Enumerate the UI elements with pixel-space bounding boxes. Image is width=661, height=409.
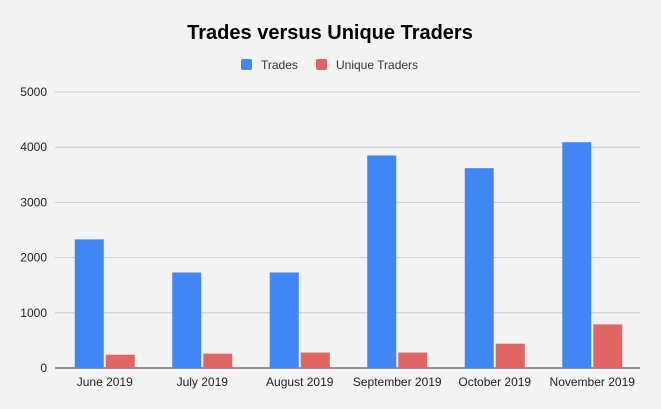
legend-label: Unique Traders bbox=[336, 58, 418, 72]
legend-swatch bbox=[241, 59, 252, 70]
bar-unique-traders bbox=[398, 352, 428, 368]
bar-trades bbox=[172, 272, 202, 368]
x-tick-label: October 2019 bbox=[458, 375, 531, 389]
legend-label: Trades bbox=[261, 58, 298, 72]
bars bbox=[74, 142, 623, 368]
x-tick-label: June 2019 bbox=[77, 375, 133, 389]
bar-trades bbox=[562, 142, 592, 368]
bar-unique-traders bbox=[105, 354, 135, 368]
y-tick-label: 4000 bbox=[20, 140, 47, 154]
y-tick-label: 1000 bbox=[20, 306, 47, 320]
y-axis-ticks: 0 1000 2000 3000 4000 5000 bbox=[20, 85, 47, 375]
bar-unique-traders bbox=[593, 324, 623, 368]
gridlines bbox=[55, 91, 640, 369]
bar-unique-traders bbox=[300, 352, 330, 368]
y-tick-label: 0 bbox=[40, 361, 47, 375]
legend-swatch bbox=[316, 59, 327, 70]
bar-unique-traders bbox=[495, 343, 525, 368]
bar-trades bbox=[269, 272, 299, 368]
bar-unique-traders bbox=[203, 353, 233, 368]
bar-trades bbox=[367, 155, 397, 368]
x-tick-label: September 2019 bbox=[353, 375, 442, 389]
chart-title: Trades versus Unique Traders bbox=[187, 22, 473, 44]
x-tick-label: November 2019 bbox=[550, 375, 636, 389]
y-tick-label: 5000 bbox=[20, 85, 47, 99]
x-tick-label: July 2019 bbox=[177, 375, 229, 389]
x-axis-ticks: June 2019 July 2019 August 2019 September 2… bbox=[77, 375, 636, 389]
y-tick-label: 2000 bbox=[20, 251, 47, 265]
legend: Trades Unique Traders bbox=[241, 58, 418, 72]
x-tick-label: August 2019 bbox=[266, 375, 334, 389]
bar-trades bbox=[74, 239, 104, 368]
bar-trades bbox=[464, 168, 494, 368]
y-tick-label: 3000 bbox=[20, 195, 47, 209]
